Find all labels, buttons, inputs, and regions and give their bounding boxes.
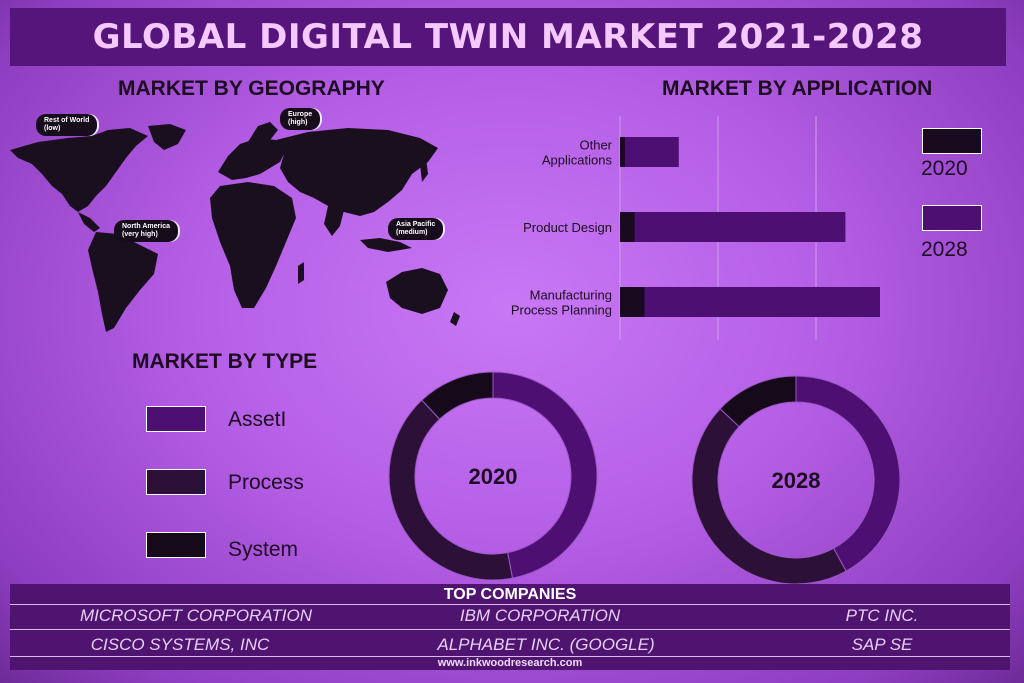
company-name: SAP SE: [851, 635, 913, 654]
bar-2028: [620, 287, 880, 317]
category-label: Manufacturing Process Planning: [511, 288, 612, 318]
company-name: ALPHABET INC. (GOOGLE): [437, 635, 655, 654]
category-label: Other Applications: [542, 138, 613, 168]
divider: [10, 629, 1010, 630]
legend-label-system: System: [228, 538, 299, 561]
legend-swatch-system: [146, 532, 206, 558]
geography-heading: MARKET BY GEOGRAPHY: [118, 77, 385, 100]
region-level: (high): [288, 119, 308, 126]
divider: [10, 604, 1010, 605]
page-title: GLOBAL DIGITAL TWIN MARKET 2021-2028: [92, 17, 924, 57]
donut-slice-process: [691, 408, 847, 585]
region-level: (low): [44, 125, 61, 132]
region-asia-pacific: Asia Pacific (medium): [388, 218, 444, 240]
legend-swatch-2020: [922, 128, 982, 154]
title-banner: GLOBAL DIGITAL TWIN MARKET 2021-2028: [10, 8, 1006, 66]
bar-2020: [620, 212, 635, 242]
donut-slice-system: [421, 371, 494, 420]
region-name: Europe: [288, 111, 313, 118]
donut-center-label: 2028: [772, 468, 821, 493]
legend-label-2028: 2028: [921, 238, 968, 261]
type-heading: MARKET BY TYPE: [132, 350, 318, 373]
companies-heading: TOP COMPANIES: [443, 586, 577, 603]
company-name: MICROSOFT CORPORATION: [79, 606, 313, 625]
region-name: Asia Pacific: [396, 221, 436, 228]
legend-swatch-2028: [922, 205, 982, 231]
region-level: (medium): [396, 229, 428, 236]
world-map-silhouette: [10, 122, 460, 332]
website-url: www.inkwoodresearch.com: [437, 657, 583, 669]
bar-2020: [620, 137, 625, 167]
legend-swatch-asset: [146, 406, 206, 432]
region-name: North America: [122, 223, 170, 230]
donut-slice-system: [719, 375, 797, 428]
region-europe: Europe (high): [280, 108, 321, 130]
category-label: Product Design: [523, 220, 612, 235]
legend-label-process: Process: [228, 471, 304, 494]
donut-slice-process: [388, 399, 514, 581]
company-name: CISCO SYSTEMS, INC: [90, 635, 270, 654]
donut-chart-2020: 2020: [388, 371, 598, 581]
bar-2028: [620, 212, 846, 242]
world-map: Rest of World (low) Europe (high) North …: [8, 102, 470, 342]
divider: [10, 656, 1010, 657]
legend-label-asset: AssetI: [228, 408, 287, 431]
application-bar-chart: Other Applications Product Design Manufactu…: [511, 116, 880, 340]
company-name: IBM CORPORATION: [459, 606, 621, 625]
company-name: PTC INC.: [845, 606, 919, 625]
bar-2028: [620, 137, 679, 167]
region-north-america: North America (very high): [114, 220, 178, 242]
donut-chart-2028: 2028: [691, 375, 901, 585]
region-name: Rest of World: [44, 117, 90, 124]
donut-center-label: 2020: [469, 464, 518, 489]
donut-slice-asseti: [492, 371, 598, 579]
top-companies-panel: TOP COMPANIES MICROSOFT CORPORATION IBM …: [10, 584, 1010, 670]
bar-2020: [620, 287, 645, 317]
region-level: (very high): [122, 231, 158, 238]
region-rest-of-world: Rest of World (low): [36, 114, 98, 136]
legend-label-2020: 2020: [921, 157, 968, 180]
legend-swatch-process: [146, 469, 206, 495]
application-heading: MARKET BY APPLICATION: [662, 77, 933, 100]
donut-slice-asseti: [795, 375, 901, 572]
